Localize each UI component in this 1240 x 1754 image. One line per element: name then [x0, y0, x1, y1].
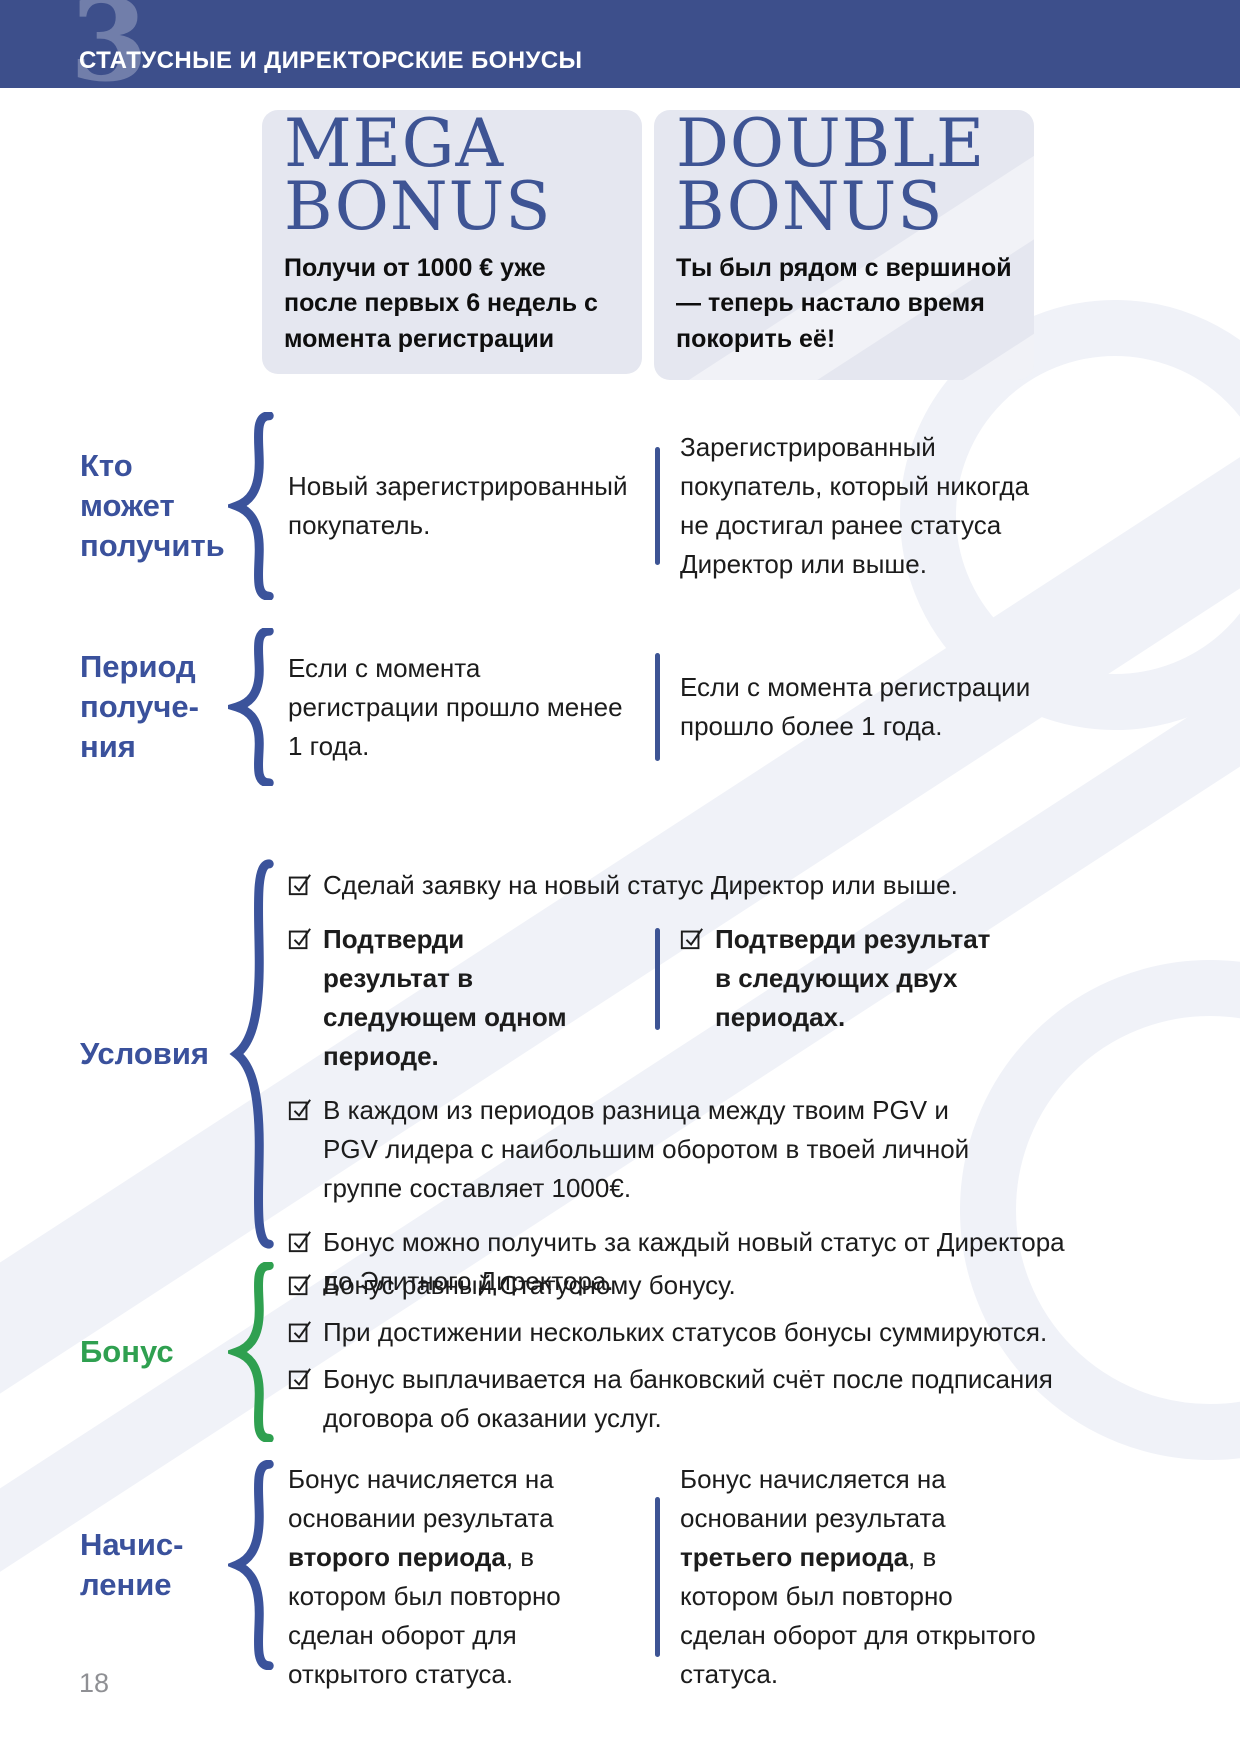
- who-double-text: Зарегистрированный покупатель, который н…: [680, 432, 1030, 579]
- period-double-text: Если с момента регистрации прошло более …: [680, 672, 1031, 741]
- condition-text: Бонус можно получить за каждый новый ста…: [323, 1227, 1065, 1296]
- brace-icon: [228, 856, 278, 1252]
- bonus-item: При достижении нескольких статусов бонус…: [288, 1313, 1165, 1352]
- checkbox-checked-icon: [288, 1272, 312, 1296]
- double-bonus-title: DOUBLE BONUS: [676, 110, 986, 246]
- double-bonus-card: DOUBLE BONUS Ты был рядом с вершиной — т…: [654, 110, 1034, 380]
- accrual-text-part: , в котором был повторно сделан оборот д…: [680, 1542, 1036, 1689]
- accrual-mega-text: Бонус начисляется на основании результат…: [288, 1460, 628, 1694]
- checkbox-checked-icon: [288, 1319, 312, 1343]
- condition-text: Подтверди результат в следующем одном пе…: [323, 924, 567, 1071]
- row-label-period: Период получе- ния: [80, 649, 199, 764]
- checkbox-checked-icon: [288, 872, 312, 896]
- brace-icon: [228, 412, 278, 600]
- double-bonus-subtitle: Ты был рядом с вершиной — теперь настало…: [676, 253, 1012, 353]
- accrual-text-part: , в котором был повторно сделан оборот д…: [288, 1542, 561, 1689]
- bonus-item: Бонус выплачивается на банковский счёт п…: [288, 1360, 1165, 1438]
- chapter-number: 3: [70, 0, 148, 88]
- condition-item-double: Подтверди результат в следующих двух пер…: [680, 920, 1165, 1037]
- brace-icon: [228, 1262, 278, 1442]
- bonus-text: При достижении нескольких статусов бонус…: [323, 1317, 1048, 1347]
- condition-item-mega: Подтверди результат в следующем одном пе…: [288, 920, 634, 1076]
- checkbox-checked-icon: [288, 1366, 312, 1390]
- row-label-who: Кто может получить: [80, 448, 225, 563]
- condition-text: Подтверди результат в следующих двух пер…: [715, 924, 991, 1032]
- row-bonus: Бонус Бонус равный Статусному бонусу. Пр…: [80, 1262, 1165, 1442]
- condition-item: Бонус можно получить за каждый новый ста…: [288, 1223, 1165, 1301]
- bonus-item: Бонус равный Статусному бонусу.: [288, 1266, 1165, 1305]
- row-label-accrual: Начис- ление: [80, 1527, 184, 1602]
- accrual-text-bold: второго периода: [288, 1542, 506, 1572]
- bonus-text: Бонус равный Статусному бонусу.: [323, 1270, 736, 1300]
- chapter-header: 3 СТАТУСНЫЕ И ДИРЕКТОРСКИЕ БОНУСЫ: [0, 0, 1240, 88]
- column-divider: [654, 447, 660, 565]
- checkbox-checked-icon: [288, 926, 312, 950]
- page-number: 18: [79, 1668, 110, 1698]
- condition-item: Сделай заявку на новый статус Директор и…: [288, 866, 1165, 905]
- period-mega-text: Если с момента регистрации прошло менее …: [288, 652, 623, 761]
- row-who-can-receive: Кто может получить Новый зарегистрирован…: [80, 412, 1165, 600]
- condition-item: В каждом из периодов разница между твоим…: [288, 1091, 1165, 1208]
- accrual-text-part: Бонус начисляется на основании результат…: [288, 1464, 554, 1533]
- checkbox-checked-icon: [288, 1229, 312, 1253]
- chapter-title: СТАТУСНЫЕ И ДИРЕКТОРСКИЕ БОНУСЫ: [79, 47, 583, 74]
- column-divider: [654, 1497, 660, 1657]
- column-divider: [654, 653, 660, 761]
- mega-bonus-subtitle: Получи от 1000 € уже после первых 6 неде…: [284, 253, 598, 353]
- row-accrual: Начис- ление Бонус начисляется на основа…: [80, 1460, 1165, 1689]
- brace-icon: [228, 628, 278, 786]
- mega-bonus-title: MEGA BONUS: [284, 110, 552, 246]
- row-label-conditions: Условия: [80, 1036, 209, 1072]
- row-conditions: Условия Сделай заявку на новый статус Ди…: [80, 856, 1165, 1296]
- condition-text: Сделай заявку на новый статус Директор и…: [323, 870, 958, 900]
- condition-text: В каждом из периодов разница между твоим…: [323, 1095, 970, 1203]
- accrual-text-bold: третьего периода: [680, 1542, 909, 1572]
- bonus-text: Бонус выплачивается на банковский счёт п…: [323, 1364, 1053, 1433]
- checkbox-checked-icon: [288, 1097, 312, 1121]
- row-label-bonus: Бонус: [80, 1334, 174, 1370]
- accrual-double-text: Бонус начисляется на основании результат…: [680, 1460, 1040, 1694]
- who-mega-text: Новый зарегистрированный покупатель.: [288, 471, 628, 540]
- brace-icon: [228, 1460, 278, 1670]
- column-divider: [654, 928, 660, 1030]
- accrual-text-part: Бонус начисляется на основании результат…: [680, 1464, 946, 1533]
- checkbox-checked-icon: [680, 926, 704, 950]
- row-receiving-period: Период получе- ния Если с момента регист…: [80, 628, 1165, 786]
- mega-bonus-card: MEGA BONUS Получи от 1000 € уже после пе…: [262, 110, 642, 374]
